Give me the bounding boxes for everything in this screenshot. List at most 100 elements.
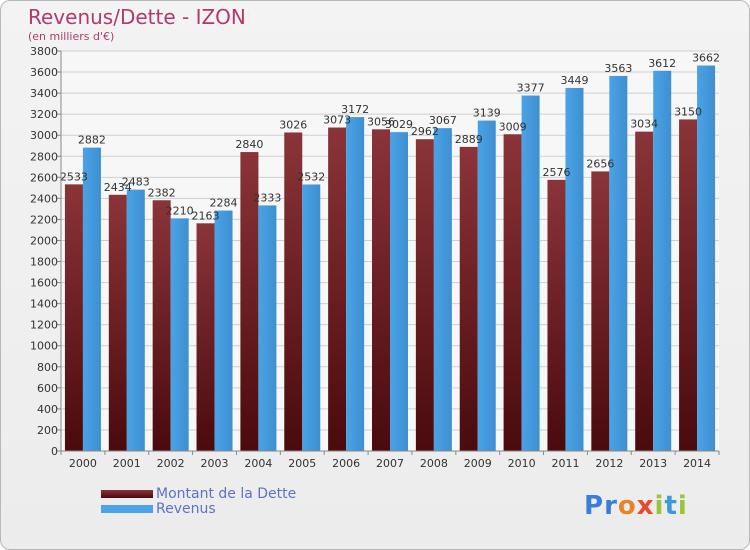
legend-swatch-revenus [101, 505, 153, 513]
data-label-dette-2008: 2962 [411, 125, 439, 138]
data-label-dette-2007: 3056 [367, 115, 395, 128]
x-tick-label: 2008 [420, 457, 448, 470]
data-label-dette-2002: 2382 [148, 186, 176, 199]
bar-dette-2004 [240, 152, 259, 452]
x-tick-label: 2002 [157, 457, 185, 470]
bar-dette-2008 [415, 139, 434, 452]
bar-dette-2011 [547, 179, 566, 451]
bar-revenus-2011 [565, 87, 584, 452]
logo-letter: o [617, 491, 637, 521]
bar-dette-2001 [108, 194, 127, 451]
x-tick-label: 2009 [464, 457, 492, 470]
x-tick-label: 2001 [113, 457, 141, 470]
data-label-revenus-2000: 2882 [78, 134, 106, 147]
y-tick-label: 0 [51, 445, 58, 458]
data-label-dette-2011: 2576 [542, 166, 570, 179]
data-label-revenus-2001: 2483 [122, 176, 150, 189]
bar-revenus-2005 [302, 184, 321, 451]
data-label-revenus-2012: 3563 [604, 62, 632, 75]
x-tick-label: 2004 [244, 457, 272, 470]
y-tick-label: 3800 [30, 45, 58, 58]
bar-revenus-2012 [609, 75, 628, 452]
data-label-dette-2009: 2889 [455, 133, 483, 146]
data-label-dette-2014: 3150 [674, 105, 702, 118]
bar-revenus-2006 [346, 117, 365, 452]
logo-letter: i [654, 491, 665, 521]
bar-revenus-2001 [126, 189, 145, 451]
y-tick-label: 2000 [30, 234, 58, 247]
data-label-dette-2001: 2434 [104, 181, 132, 194]
x-tick-label: 2000 [69, 457, 97, 470]
y-tick-label: 2600 [30, 171, 58, 184]
chart-title: Revenus/Dette - IZON [28, 5, 246, 29]
y-tick-label: 3200 [30, 108, 58, 121]
bar-dette-2009 [459, 146, 478, 452]
data-label-revenus-2004: 2333 [253, 191, 281, 204]
bar-dette-2013 [635, 131, 654, 451]
legend-label-dette: Montant de la Dette [156, 486, 297, 502]
data-label-dette-2012: 2656 [586, 157, 614, 170]
bar-dette-2010 [503, 134, 522, 451]
y-tick-label: 1400 [30, 298, 58, 311]
x-tick-label: 2011 [551, 457, 579, 470]
bar-revenus-2014 [697, 65, 716, 452]
logo-letter: x [636, 491, 655, 521]
bar-dette-2007 [372, 129, 390, 451]
x-tick-label: 2003 [201, 457, 229, 470]
y-tick-label: 3600 [30, 66, 58, 79]
bar-revenus-2003 [214, 210, 233, 451]
y-tick-label: 3400 [30, 87, 58, 100]
y-tick-label: 1600 [30, 277, 58, 290]
x-tick-label: 2010 [508, 457, 536, 470]
y-tick-label: 400 [37, 403, 58, 416]
y-tick-label: 1000 [30, 340, 58, 353]
data-label-revenus-2008: 3067 [429, 114, 457, 127]
data-label-revenus-2002: 2210 [166, 204, 194, 217]
bar-revenus-2000 [82, 147, 101, 451]
bar-revenus-2013 [653, 70, 672, 451]
x-tick-label: 2012 [595, 457, 623, 470]
y-tick-label: 200 [37, 424, 58, 437]
bar-dette-2000 [64, 184, 83, 452]
y-tick-label: 2800 [30, 150, 58, 163]
bar-revenus-2008 [433, 128, 452, 451]
data-label-revenus-2011: 3449 [560, 74, 588, 87]
logo-letter: t [664, 491, 678, 521]
logo-letter: i [677, 491, 688, 521]
bar-revenus-2010 [521, 95, 540, 452]
x-tick-label: 2005 [288, 457, 316, 470]
data-label-dette-2005: 3026 [279, 118, 307, 131]
y-tick-label: 2200 [30, 213, 58, 226]
bar-dette-2012 [591, 171, 610, 451]
y-tick-label: 3000 [30, 129, 58, 142]
x-tick-label: 2013 [639, 457, 667, 470]
data-label-dette-2013: 3034 [630, 118, 658, 131]
chart-subtitle: (en milliers d'€) [28, 30, 115, 43]
data-label-dette-2010: 3009 [499, 120, 527, 133]
data-label-dette-2000: 2533 [60, 170, 88, 183]
data-label-revenus-2013: 3612 [648, 57, 676, 70]
bar-revenus-2009 [477, 120, 496, 451]
logo-letter: r [604, 491, 618, 521]
logo-letter: P [584, 491, 605, 521]
bar-dette-2014 [679, 119, 698, 451]
y-tick-label: 1200 [30, 319, 58, 332]
x-tick-label: 2006 [332, 457, 360, 470]
bar-dette-2002 [152, 200, 171, 451]
data-label-revenus-2003: 2284 [210, 197, 238, 210]
y-tick-label: 2400 [30, 192, 58, 205]
proxiti-logo: Proxiti [584, 491, 688, 521]
x-tick-label: 2007 [376, 457, 404, 470]
bar-revenus-2002 [170, 218, 189, 451]
data-label-revenus-2006: 3172 [341, 103, 369, 116]
data-label-revenus-2009: 3139 [473, 107, 501, 120]
bar-dette-2005 [284, 132, 303, 451]
bar-dette-2006 [328, 127, 347, 452]
data-label-revenus-2014: 3662 [692, 52, 720, 65]
bar-revenus-2007 [390, 132, 408, 451]
bar-revenus-2004 [258, 205, 277, 451]
legend-label-revenus: Revenus [156, 501, 216, 517]
y-tick-label: 600 [37, 382, 58, 395]
